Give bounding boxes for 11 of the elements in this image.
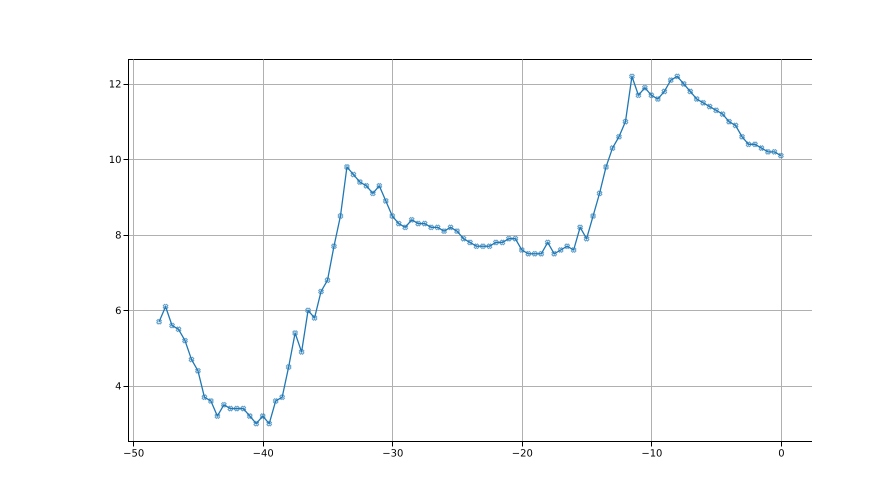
x-tick-label: −10 (641, 448, 662, 460)
y-tick-label: 8 (115, 230, 122, 242)
x-tick-label: −20 (512, 448, 533, 460)
y-tick-label: 4 (115, 381, 122, 392)
x-tick-label: 0 (778, 448, 785, 460)
x-tick-label: −30 (382, 448, 404, 460)
x-tick-label: −50 (123, 448, 144, 460)
y-tick-label: 12 (108, 79, 122, 90)
x-tick-label: −40 (252, 448, 274, 460)
y-tick-label: 10 (108, 154, 122, 166)
y-tick-label: 6 (115, 306, 122, 317)
